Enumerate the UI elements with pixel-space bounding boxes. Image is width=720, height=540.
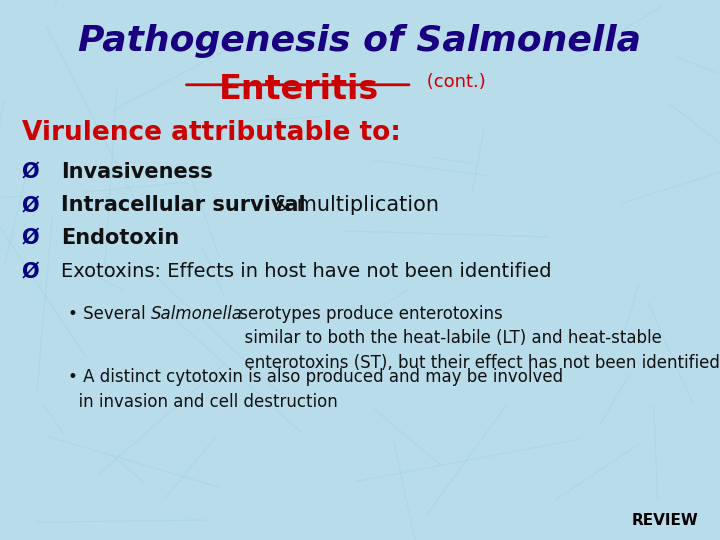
Text: Intracellular survival: Intracellular survival	[61, 195, 306, 215]
Text: Ø: Ø	[22, 228, 39, 248]
Text: Salmonella: Salmonella	[151, 305, 243, 323]
Text: • A distinct cytotoxin is also produced and may be involved
  in invasion and ce: • A distinct cytotoxin is also produced …	[68, 368, 564, 410]
Text: Ø: Ø	[22, 195, 39, 215]
Text: (cont.): (cont.)	[421, 73, 486, 91]
Text: Exotoxins: Effects in host have not been identified: Exotoxins: Effects in host have not been…	[61, 262, 552, 281]
Text: Endotoxin: Endotoxin	[61, 228, 179, 248]
Text: Enteritis: Enteritis	[219, 73, 379, 106]
Text: Pathogenesis of Salmonella: Pathogenesis of Salmonella	[78, 24, 642, 58]
Text: REVIEW: REVIEW	[631, 513, 698, 528]
Text: Ø: Ø	[22, 262, 39, 282]
Text: serotypes produce enterotoxins
  similar to both the heat-labile (LT) and heat-s: serotypes produce enterotoxins similar t…	[234, 305, 720, 372]
Text: Virulence attributable to:: Virulence attributable to:	[22, 120, 400, 146]
Text: Invasiveness: Invasiveness	[61, 162, 213, 182]
Text: • Several: • Several	[68, 305, 151, 323]
Text: Ø: Ø	[22, 162, 39, 182]
Text: & multiplication: & multiplication	[267, 195, 439, 215]
